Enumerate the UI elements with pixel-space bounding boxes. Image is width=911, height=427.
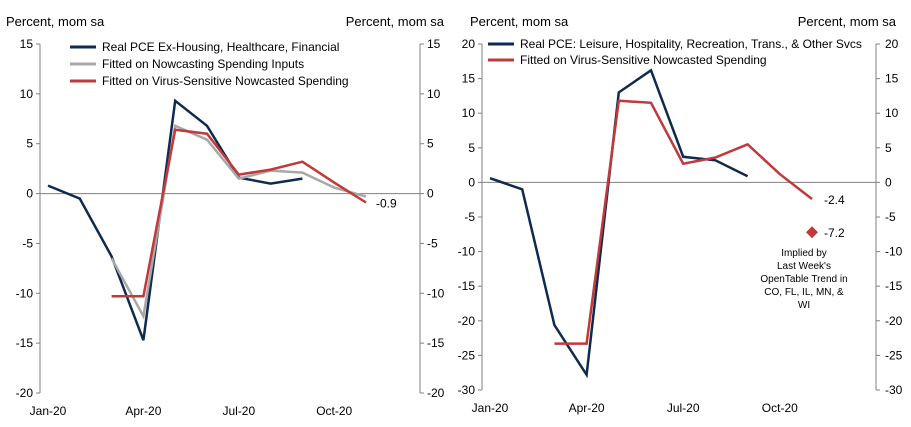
series-line-2	[554, 99, 813, 345]
right-tick-label: 15	[885, 72, 899, 86]
legend-entry: Real PCE Ex-Housing, Healthcare, Financi…	[102, 40, 339, 54]
x-tick-label: Jul-20	[222, 404, 255, 418]
series-line-1	[47, 98, 303, 341]
legend-entry: Fitted on Virus-Sensitive Nowcasted Spen…	[102, 74, 349, 88]
left-tick-label: 15	[462, 72, 476, 86]
x-tick-label: Oct-20	[316, 404, 352, 418]
right-tick-label: -10	[427, 286, 445, 300]
right-tick-label: 5	[885, 141, 892, 155]
right-tick-label: -25	[885, 348, 903, 362]
left-tick-label: -15	[16, 336, 34, 350]
right-tick-label: -30	[885, 383, 903, 397]
left-tick-label: 10	[462, 106, 476, 120]
right-tick-label: 0	[885, 175, 892, 189]
left-tick-label: -10	[16, 286, 34, 300]
right-tick-label: -20	[885, 314, 903, 328]
left-tick-label: 20	[462, 37, 476, 51]
right-tick-label: 5	[427, 137, 434, 151]
left-tick-label: 0	[26, 187, 33, 201]
implied-point-marker	[806, 226, 818, 239]
left-tick-label: -20	[458, 314, 476, 328]
left-tick-label: -15	[458, 279, 476, 293]
left-tick-label: 15	[20, 37, 34, 51]
left-tick-label: -30	[458, 383, 476, 397]
right-tick-label: -5	[427, 236, 438, 250]
series-line-2	[110, 124, 367, 320]
series-line-3	[111, 128, 367, 298]
right-tick-label: 10	[427, 87, 441, 101]
left-tick-label: 10	[20, 87, 34, 101]
data-label: -0.9	[376, 197, 397, 211]
note-line: CO, FL, IL, MN, &	[764, 287, 844, 298]
x-tick-label: Jan-20	[30, 404, 67, 418]
left-axis-title: Percent, mom sa	[470, 14, 569, 29]
chart-panel-2: Percent, mom sa Percent, mom sa 20 20 15 15 10…	[458, 14, 903, 415]
legend-entry: Real PCE: Leisure, Hospitality, Recreati…	[520, 37, 862, 51]
right-tick-label: -15	[885, 279, 903, 293]
note-line: Last Week's	[777, 261, 831, 272]
note-line: OpenTable Trend in	[760, 274, 847, 285]
left-tick-label: -25	[458, 348, 476, 362]
right-tick-label: 15	[427, 37, 441, 51]
x-tick-label: Jan-20	[472, 401, 509, 415]
note-line: WI	[798, 300, 810, 311]
x-tick-label: Jul-20	[667, 401, 700, 415]
left-tick-label: 0	[468, 175, 475, 189]
chart-panel-1: Percent, mom sa Percent, mom sa 15 15 10 10 5 5…	[6, 14, 445, 418]
right-tick-label: 10	[885, 106, 899, 120]
left-tick-label: 5	[468, 141, 475, 155]
right-tick-label: -5	[885, 210, 896, 224]
right-tick-label: -10	[885, 245, 903, 259]
left-tick-label: -5	[22, 236, 33, 250]
data-label: -2.4	[824, 193, 845, 207]
x-tick-label: Apr-20	[569, 401, 605, 415]
x-tick-label: Oct-20	[762, 401, 798, 415]
series-line-1	[489, 68, 749, 379]
left-tick-label: -20	[16, 386, 34, 400]
right-tick-label: 0	[427, 187, 434, 201]
x-tick-label: Apr-20	[125, 404, 161, 418]
right-tick-label: -20	[427, 386, 445, 400]
right-tick-label: 20	[885, 37, 899, 51]
legend-entry: Fitted on Nowcasting Spending Inputs	[102, 57, 304, 71]
left-tick-label: -10	[458, 245, 476, 259]
right-axis-title: Percent, mom sa	[346, 14, 445, 29]
note-line: Implied by	[781, 248, 827, 259]
data-label: -7.2	[824, 226, 845, 240]
left-tick-label: -5	[464, 210, 475, 224]
left-axis-title: Percent, mom sa	[6, 14, 105, 29]
legend-entry: Fitted on Virus-Sensitive Nowcasted Spen…	[520, 53, 767, 67]
right-axis-title: Percent, mom sa	[798, 14, 897, 29]
right-tick-label: -15	[427, 336, 445, 350]
left-tick-label: 5	[26, 137, 33, 151]
